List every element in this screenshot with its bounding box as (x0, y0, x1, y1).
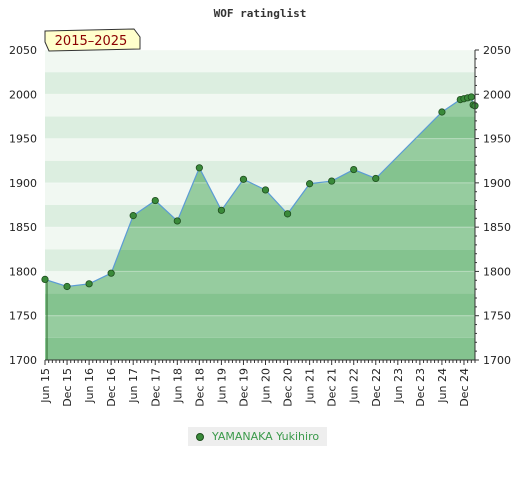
y-tick-label-left: 1750 (9, 310, 37, 323)
y-tick-label-left: 1800 (9, 265, 37, 278)
background-band (45, 138, 475, 161)
x-tick-label: Jun 20 (260, 368, 273, 404)
y-tick-label-right: 2000 (483, 88, 511, 101)
data-point (306, 180, 314, 188)
x-tick-label: Jun 17 (127, 368, 140, 404)
data-point (283, 210, 292, 218)
data-point (129, 212, 137, 220)
x-axis: Jun 15 Dec 15 Jun 16 Dec 16 Jun 17 Dec 17 Jun … (39, 359, 476, 407)
data-point (63, 282, 71, 291)
area-band (45, 249, 475, 272)
x-tick-label: Jun 23 (392, 368, 405, 404)
legend-marker (196, 432, 204, 441)
area-band (45, 315, 475, 338)
data-point (107, 269, 115, 277)
y-tick-label-right: 1800 (483, 265, 511, 278)
x-tick-label: Dec 22 (370, 368, 383, 407)
y-tick-label-left: 2000 (9, 88, 37, 101)
y-tick-label-left: 2050 (9, 44, 37, 57)
y-tick-label-right: 1850 (483, 221, 511, 234)
y-axis-left: 1700 1750 1800 1850 1900 1950 2000 2050 (9, 44, 37, 367)
y-tick-label-right: 1900 (483, 177, 511, 190)
y-tick-label-right: 1950 (483, 133, 511, 146)
y-tick-label-left: 1950 (9, 133, 37, 146)
background-band (45, 94, 475, 117)
period-badge: 2015–2025 (44, 28, 141, 52)
y-axis-right: 1700 1750 1800 1850 1900 1950 2000 2050 (474, 44, 511, 367)
legend-label: YAMANAKA Yukihiro (212, 430, 320, 443)
x-tick-label: Dec 19 (237, 368, 250, 407)
data-point (350, 165, 358, 174)
x-tick-label: Dec 18 (193, 368, 206, 407)
data-point (328, 177, 336, 185)
period-badge-label: 2015–2025 (55, 34, 128, 49)
period-badge-shape (44, 28, 141, 52)
x-tick-label: Jun 15 (39, 368, 52, 404)
data-point (85, 280, 93, 288)
area-band (45, 337, 475, 360)
y-tick-label-right: 1700 (483, 354, 511, 367)
data-point (261, 186, 270, 194)
y-tick-label-left: 1900 (9, 177, 37, 190)
data-point (195, 164, 203, 172)
x-tick-label: Dec 21 (326, 368, 339, 407)
chart-title: WOF ratinglist (214, 7, 307, 20)
y-tick-label-right: 2050 (483, 44, 511, 57)
x-tick-label: Dec 17 (149, 368, 162, 407)
data-point (173, 217, 181, 225)
x-tick-label: Dec 20 (282, 368, 295, 407)
data-point (41, 275, 49, 283)
area-band (45, 271, 475, 294)
x-tick-label: Jun 21 (304, 368, 317, 404)
data-point (467, 93, 475, 101)
area-band (45, 293, 475, 316)
x-tick-label: Dec 24 (458, 368, 471, 407)
area-band (45, 227, 475, 250)
legend: YAMANAKA Yukihiro (188, 427, 328, 446)
x-tick-label: Jun 18 (171, 368, 184, 404)
data-point (239, 175, 248, 183)
data-point (438, 108, 446, 116)
y-tick-label-left: 1700 (9, 354, 37, 367)
background-band (45, 50, 475, 73)
data-point (372, 174, 380, 183)
x-tick-label: Jun 22 (348, 368, 361, 404)
data-point (217, 206, 226, 214)
x-tick-label: Jun 16 (83, 368, 96, 404)
y-tick-label-right: 1750 (483, 310, 511, 323)
y-tick-label-left: 1850 (9, 221, 37, 234)
x-tick-label: Dec 16 (105, 368, 118, 407)
data-point (151, 196, 159, 205)
x-tick-label: Dec 23 (414, 368, 427, 407)
background-band (45, 72, 475, 95)
background-band (45, 116, 475, 139)
x-tick-label: Jun 24 (436, 368, 449, 404)
area-band (45, 205, 475, 228)
x-tick-label: Jun 19 (215, 368, 228, 404)
x-tick-label: Dec 15 (61, 368, 74, 407)
